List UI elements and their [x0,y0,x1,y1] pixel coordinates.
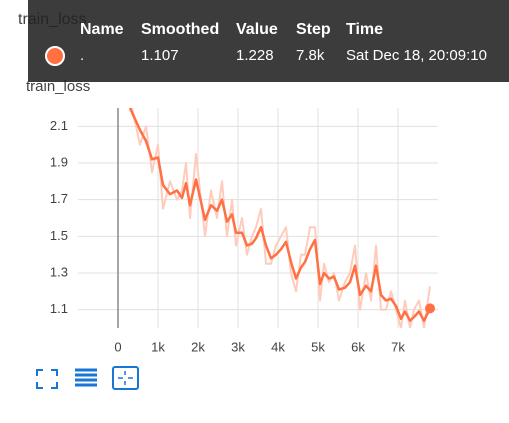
x-tick-label: 0 [114,339,121,354]
tooltip-header: Name [80,21,124,38]
x-tick-label: 5k [311,339,325,354]
x-tick-label: 6k [351,339,365,354]
data-table-icon[interactable] [75,368,97,387]
tooltip-cell: Sat Dec 18, 20:09:10 [346,47,487,64]
x-tick-label: 3k [231,339,245,354]
y-tick-label: 1.1 [50,301,68,316]
tooltip-cell: 1.228 [236,47,274,64]
tooltip-header: Time [346,21,383,38]
tooltip-bg [28,0,509,82]
fullscreen-icon[interactable] [36,369,58,389]
y-tick-label: 2.1 [50,118,68,133]
lines [128,108,432,328]
y-tick-label: 1.5 [50,228,68,243]
y-tick-label: 1.3 [50,264,68,279]
fit-domain-icon[interactable] [112,366,139,390]
y-tick-label: 1.7 [50,191,68,206]
plot: 1.1 1.3 1.5 1.7 1.9 2.1 0 1k 2k 3k 4k 5k 6k 7k [50,108,438,354]
series-line [128,108,432,322]
y-tick-label: 1.9 [50,154,68,169]
tooltip-header: Value [236,21,278,38]
tooltip-cell: 1.107 [141,47,179,64]
tooltip-header: Step [296,21,331,38]
tooltip-header: Smoothed [141,21,219,38]
tooltip-cell: 7.8k [296,47,325,64]
run-swatch [45,46,65,66]
x-tick-label: 4k [271,339,285,354]
x-tick-label: 7k [391,339,405,354]
series-line [130,108,431,328]
hover-point [425,303,435,314]
chart-title: train_loss [26,78,90,95]
tooltip: Name Smoothed Value Step Time. 1.107 1.228 7.8k… [28,0,509,82]
tooltip-cell: . [80,47,84,64]
x-tick-label: 2k [191,339,205,354]
toolbar [36,366,139,390]
x-tick-label: 1k [151,339,165,354]
